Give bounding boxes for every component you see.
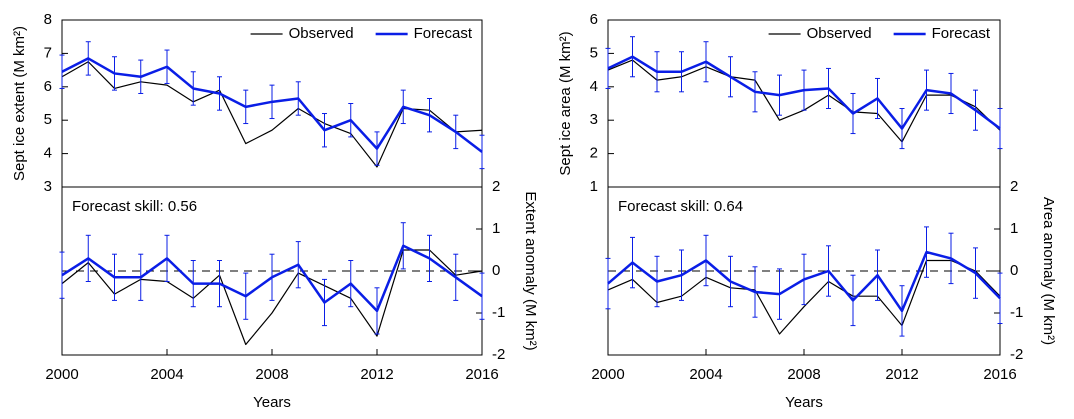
- x-tick-label: 2016: [465, 366, 498, 383]
- x-tick-label: 2004: [689, 366, 722, 383]
- y-axis-label: Sept ice extent (M km²): [11, 26, 28, 181]
- legend-label: Forecast: [932, 25, 991, 42]
- x-tick-label: 2012: [885, 366, 918, 383]
- y-tick-label: 2: [492, 178, 500, 195]
- series-line: [607, 250, 1001, 313]
- y-tick-label: -1: [1010, 304, 1023, 321]
- y-tick-label: 2: [590, 145, 598, 162]
- y-axis-label: Area anomaly (M km²): [1040, 197, 1057, 345]
- y-tick-label: 2: [1010, 178, 1018, 195]
- y-tick-label: 5: [590, 44, 598, 61]
- x-axis-label: Years: [785, 394, 823, 411]
- annotation: Forecast skill: 0.56: [72, 198, 197, 215]
- y-tick-label: 5: [44, 111, 52, 128]
- legend-label: Observed: [807, 25, 872, 42]
- error-bar: [997, 108, 1003, 150]
- y-tick-label: -2: [492, 346, 505, 363]
- y-tick-label: 3: [44, 178, 52, 195]
- y-tick-label: 1: [492, 220, 500, 237]
- series-line: [61, 57, 483, 153]
- y-tick-label: 8: [44, 11, 52, 28]
- x-tick-label: 2004: [150, 366, 183, 383]
- x-axis-label: Years: [253, 394, 291, 411]
- error-bar: [59, 54, 65, 89]
- x-tick-label: 2000: [591, 366, 624, 383]
- y-tick-label: 0: [1010, 262, 1018, 279]
- x-tick-label: 2012: [360, 366, 393, 383]
- x-tick-label: 2008: [255, 366, 288, 383]
- y-axis-label: Sept ice area (M km²): [557, 31, 574, 175]
- y-axis-label: Extent anomaly (M km²): [522, 191, 539, 350]
- series-line: [607, 55, 1001, 130]
- y-tick-label: 4: [44, 145, 52, 162]
- legend-label: Forecast: [414, 25, 473, 42]
- y-tick-label: -2: [1010, 346, 1023, 363]
- x-tick-label: 2000: [45, 366, 78, 383]
- y-tick-label: 4: [590, 78, 598, 95]
- y-tick-label: 6: [44, 78, 52, 95]
- series-line: [607, 259, 1001, 335]
- y-tick-label: 7: [44, 44, 52, 61]
- y-tick-label: -1: [492, 304, 505, 321]
- y-tick-label: 3: [590, 111, 598, 128]
- x-tick-label: 2016: [983, 366, 1016, 383]
- annotation: Forecast skill: 0.64: [618, 198, 743, 215]
- x-tick-label: 2008: [787, 366, 820, 383]
- series-line: [61, 244, 483, 313]
- legend-label: Observed: [289, 25, 354, 42]
- y-tick-label: 6: [590, 11, 598, 28]
- y-tick-label: 1: [1010, 220, 1018, 237]
- y-tick-label: 0: [492, 262, 500, 279]
- y-tick-label: 1: [590, 178, 598, 195]
